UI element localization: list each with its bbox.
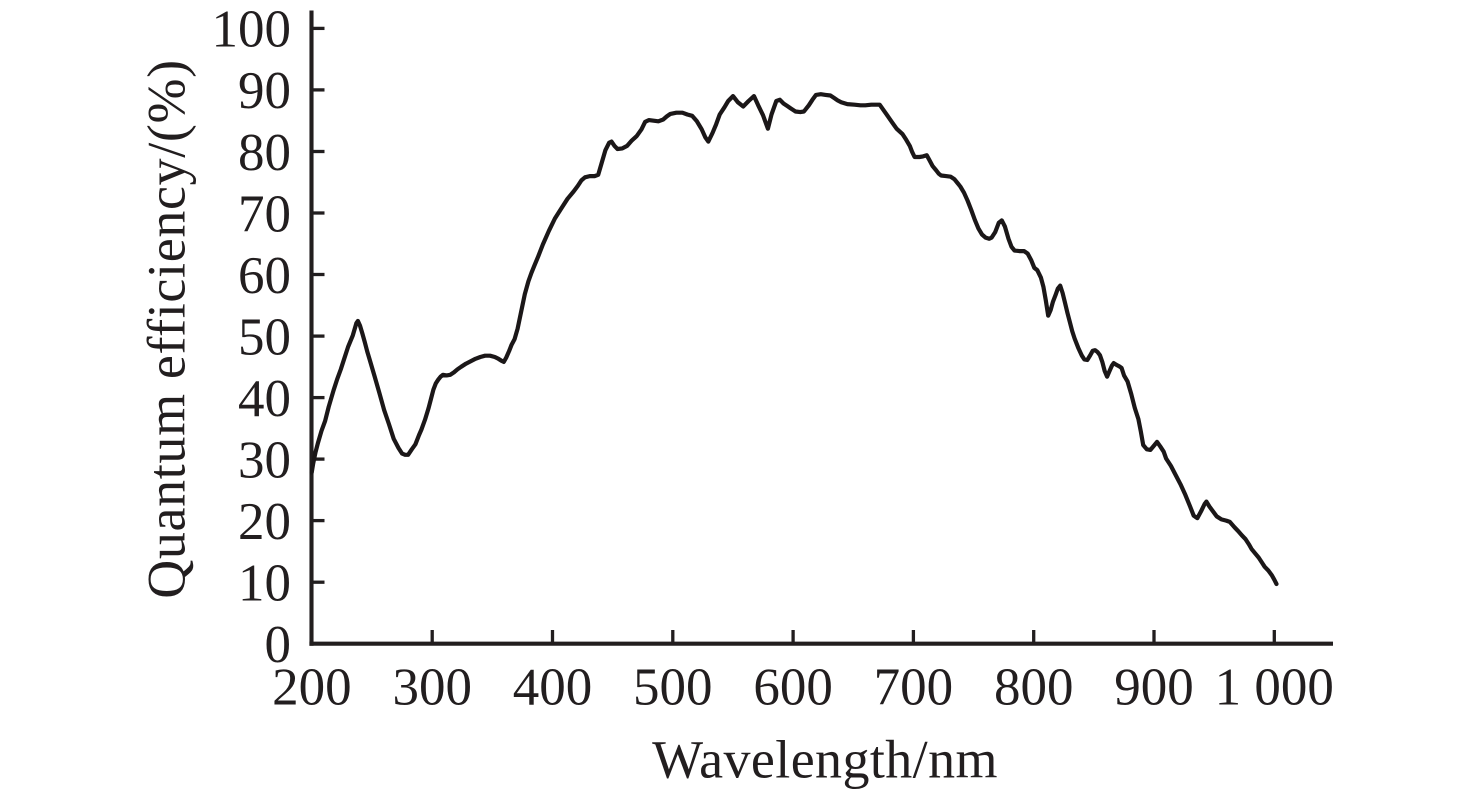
svg-text:30: 30 [238, 431, 291, 489]
svg-text:40: 40 [238, 370, 291, 428]
svg-text:900: 900 [1114, 659, 1194, 717]
svg-text:50: 50 [238, 308, 291, 366]
svg-text:600: 600 [753, 659, 833, 717]
svg-text:300: 300 [392, 659, 472, 717]
svg-text:100: 100 [212, 1, 292, 59]
svg-text:20: 20 [238, 493, 291, 551]
svg-text:800: 800 [994, 659, 1074, 717]
svg-text:Wavelength/nm: Wavelength/nm [652, 730, 998, 790]
svg-text:60: 60 [238, 247, 291, 305]
svg-text:Quantum efficiency/(%): Quantum efficiency/(%) [137, 59, 197, 599]
svg-text:1 000: 1 000 [1215, 659, 1334, 717]
svg-text:700: 700 [874, 659, 954, 717]
svg-text:80: 80 [238, 124, 291, 182]
svg-text:0: 0 [265, 616, 292, 674]
svg-text:10: 10 [238, 555, 291, 613]
svg-text:70: 70 [238, 185, 291, 243]
svg-text:500: 500 [633, 659, 713, 717]
svg-text:400: 400 [513, 659, 593, 717]
svg-text:90: 90 [238, 62, 291, 120]
svg-text:200: 200 [272, 659, 352, 717]
